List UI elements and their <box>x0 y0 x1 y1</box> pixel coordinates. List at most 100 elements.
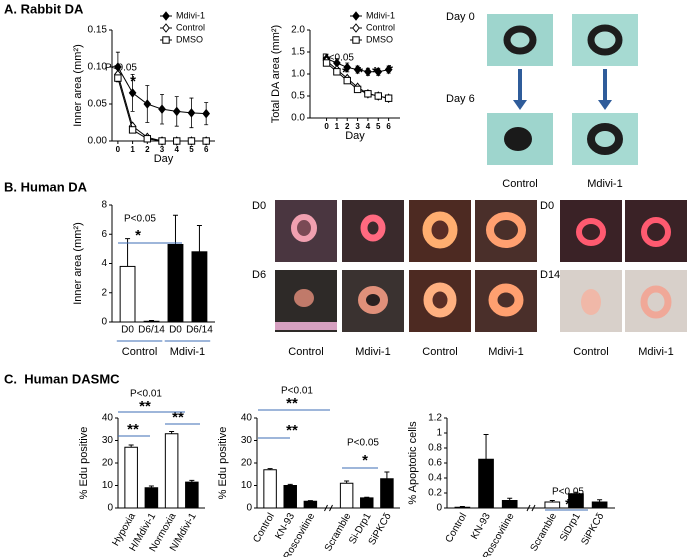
bar <box>124 446 138 509</box>
marker <box>158 137 166 145</box>
vessel <box>504 127 532 151</box>
panel-heading: A. Rabbit DA <box>4 1 84 16</box>
vessel <box>576 218 606 246</box>
x-tick-label: D0 <box>169 325 182 336</box>
panel-heading: C. Human DASMC <box>4 371 120 386</box>
legend-label: Mdivi-1 <box>176 10 205 20</box>
y-axis-label: Total DA area (mm²) <box>270 25 282 123</box>
y-tick-label: 2 <box>101 287 107 298</box>
arrow-head <box>513 100 527 110</box>
row-label: D14 <box>540 269 560 281</box>
x-tick-label: D6/14 <box>138 325 165 336</box>
bar <box>478 458 494 509</box>
bar <box>143 320 160 323</box>
annotation: ** <box>286 395 298 412</box>
y-tick-label: 0.8 <box>428 443 442 454</box>
annotation: ** <box>172 409 184 426</box>
annotation: * <box>387 62 393 79</box>
marker <box>187 137 196 145</box>
marker <box>364 90 372 98</box>
legend-label: DMSO <box>366 34 393 44</box>
vessel <box>423 282 457 318</box>
y-tick-label: 0.10 <box>88 62 108 73</box>
y-tick-label: 20 <box>102 458 114 469</box>
y-tick-label: 0.0 <box>291 113 305 124</box>
y-tick-label: 40 <box>102 413 114 424</box>
vessel <box>641 217 671 247</box>
marker <box>364 66 372 77</box>
y-tick-label: 0.00 <box>88 136 108 147</box>
bar <box>544 501 561 509</box>
y-tick-label: 0.05 <box>88 99 108 110</box>
bar <box>303 500 318 509</box>
y-tick-label: 10 <box>102 480 114 491</box>
legend-label: DMSO <box>176 34 203 44</box>
vessel <box>488 283 524 317</box>
row-label: Day 0 <box>446 11 475 23</box>
annotation: * <box>130 73 136 90</box>
vessel <box>358 286 388 314</box>
annotation: ** <box>286 422 298 439</box>
x-tick-label: D6/14 <box>186 325 213 336</box>
column-label: Control <box>573 346 608 358</box>
x-tick-label: 2 <box>145 145 150 154</box>
marker <box>172 106 181 117</box>
x-tick-label: 3 <box>355 122 360 131</box>
row-label: D0 <box>540 200 554 212</box>
ruler <box>275 322 337 330</box>
marker <box>343 76 351 85</box>
y-tick-label: 6 <box>101 229 107 240</box>
y-tick-label: 20 <box>241 458 253 469</box>
y-tick-label: 0.6 <box>428 458 442 469</box>
legend-label: Control <box>176 22 205 32</box>
marker <box>114 74 122 82</box>
bar <box>339 482 354 509</box>
column-label: Control <box>422 346 457 358</box>
legend-label: Control <box>366 22 395 32</box>
annotation: * <box>135 227 141 244</box>
group-label: Control <box>122 346 157 358</box>
x-tick-label: 4 <box>175 145 180 154</box>
annotation: P<0.05 <box>552 487 584 498</box>
vessel <box>422 211 458 249</box>
x-tick-label: Scramble <box>323 511 354 553</box>
y-axis-label: % Edu positive <box>78 427 90 500</box>
marker <box>353 85 362 94</box>
x-axis-label: Day <box>154 153 174 165</box>
y-tick-label: 0 <box>436 503 442 514</box>
marker <box>322 59 331 67</box>
y-tick-label: 0.4 <box>428 473 442 484</box>
x-tick-label: 5 <box>189 145 194 154</box>
y-tick-label: 0 <box>101 317 107 328</box>
annotation: P<0.05 <box>322 53 354 64</box>
vessel <box>503 25 537 55</box>
bar <box>263 469 277 509</box>
x-tick-label: 1 <box>130 145 135 154</box>
y-tick-label: 2.0 <box>291 25 305 36</box>
y-tick-label: 0.5 <box>291 91 305 102</box>
vessel <box>587 24 623 56</box>
bar <box>144 487 159 509</box>
row-label: D6 <box>252 269 266 281</box>
x-tick-label: 5 <box>376 122 381 131</box>
marker <box>128 126 137 134</box>
marker <box>352 11 360 21</box>
vessel <box>294 289 314 307</box>
photos-a: Day 0 Day 6 Control Mdivi-1 <box>446 11 638 190</box>
x-tick-label: 3 <box>160 145 165 154</box>
vessel <box>486 212 526 248</box>
marker <box>352 36 360 44</box>
y-tick-label: 1.2 <box>428 413 442 424</box>
legend-label: Mdivi-1 <box>366 10 395 20</box>
y-tick-label: 30 <box>241 435 253 446</box>
marker <box>162 23 170 33</box>
marker <box>128 88 137 98</box>
x-tick-label: D0 <box>121 325 134 336</box>
marker <box>384 94 393 102</box>
annotation: P<0.05 <box>124 214 156 225</box>
x-tick-label: Control <box>444 511 470 544</box>
y-tick-label: 40 <box>241 413 253 424</box>
bar <box>501 500 518 509</box>
panel-heading: B. Human DA <box>4 179 88 194</box>
